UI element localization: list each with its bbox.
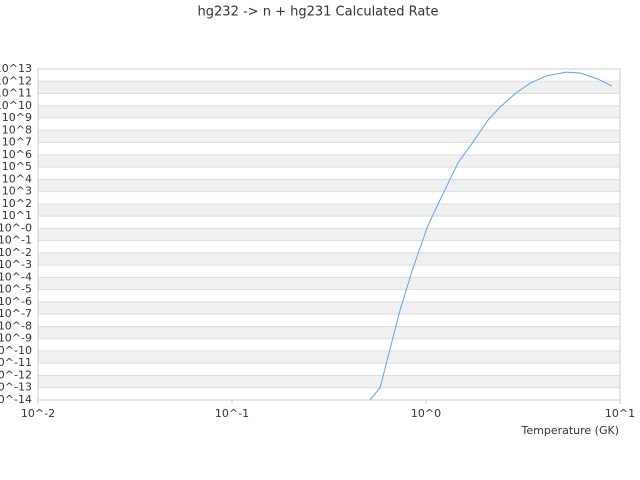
y-tick-label: 10^-4 [0, 270, 32, 283]
y-tick-label: 10^6 [2, 148, 32, 161]
grid-band [38, 228, 620, 241]
y-tick-label: 10^-8 [0, 319, 32, 332]
x-tick-label: 10^-2 [21, 407, 55, 420]
y-tick-label: 10^-11 [0, 356, 32, 369]
y-tick-label: 10^-6 [0, 295, 32, 308]
grid-band [38, 375, 620, 388]
grid-band [38, 105, 620, 119]
chart-title: hg232 -> n + hg231 Calculated Rate [198, 5, 439, 20]
grid-band [38, 301, 620, 315]
y-tick-label: 10^11 [0, 87, 32, 100]
y-tick-label: 10^-7 [0, 307, 32, 320]
y-tick-label: 10^1 [2, 209, 32, 222]
grid-band [38, 81, 620, 94]
y-tick-label: 10^3 [2, 185, 32, 198]
y-tick-label: 10^-12 [0, 368, 32, 381]
y-tick-label: 10^2 [2, 197, 32, 210]
grid-band [38, 252, 620, 266]
plot-border [37, 68, 621, 401]
y-tick-label: 10^-1 [0, 234, 32, 247]
y-tick-label: 10^-9 [0, 332, 32, 345]
grid-band [38, 350, 620, 364]
y-tick-label: 10^-10 [0, 344, 32, 357]
y-tick-label: 10^-5 [0, 283, 32, 296]
grid-band [38, 179, 620, 192]
y-tick-label: 10^4 [2, 172, 32, 185]
y-tick-label: 10^-3 [0, 258, 32, 271]
y-tick-label: 10^12 [0, 74, 32, 87]
grid-band [38, 277, 620, 290]
y-tick-label: 10^9 [2, 111, 32, 124]
y-tick-label: 10^7 [2, 136, 32, 149]
x-axis-label: Temperature (GK) [521, 424, 620, 437]
grid-band [38, 203, 620, 217]
y-tick-label: 10^-13 [0, 381, 32, 394]
y-tick-label: 10^5 [2, 160, 32, 173]
x-tick-label: 10^0 [411, 407, 441, 420]
data-line [369, 71, 613, 401]
grid-band [38, 326, 620, 339]
y-tick-label: 10^8 [2, 123, 32, 136]
y-tick-label: 10^-2 [0, 246, 32, 259]
y-tick-label: 10^-14 [0, 393, 32, 406]
y-tick-label: 10^10 [0, 99, 32, 112]
grid-band [38, 130, 620, 143]
y-tick-label: 10^-0 [0, 221, 32, 234]
y-tick-label: 10^13 [0, 62, 32, 75]
grid-band [38, 154, 620, 168]
x-tick-label: 10^1 [605, 407, 635, 420]
x-tick-label: 10^-1 [215, 407, 249, 420]
